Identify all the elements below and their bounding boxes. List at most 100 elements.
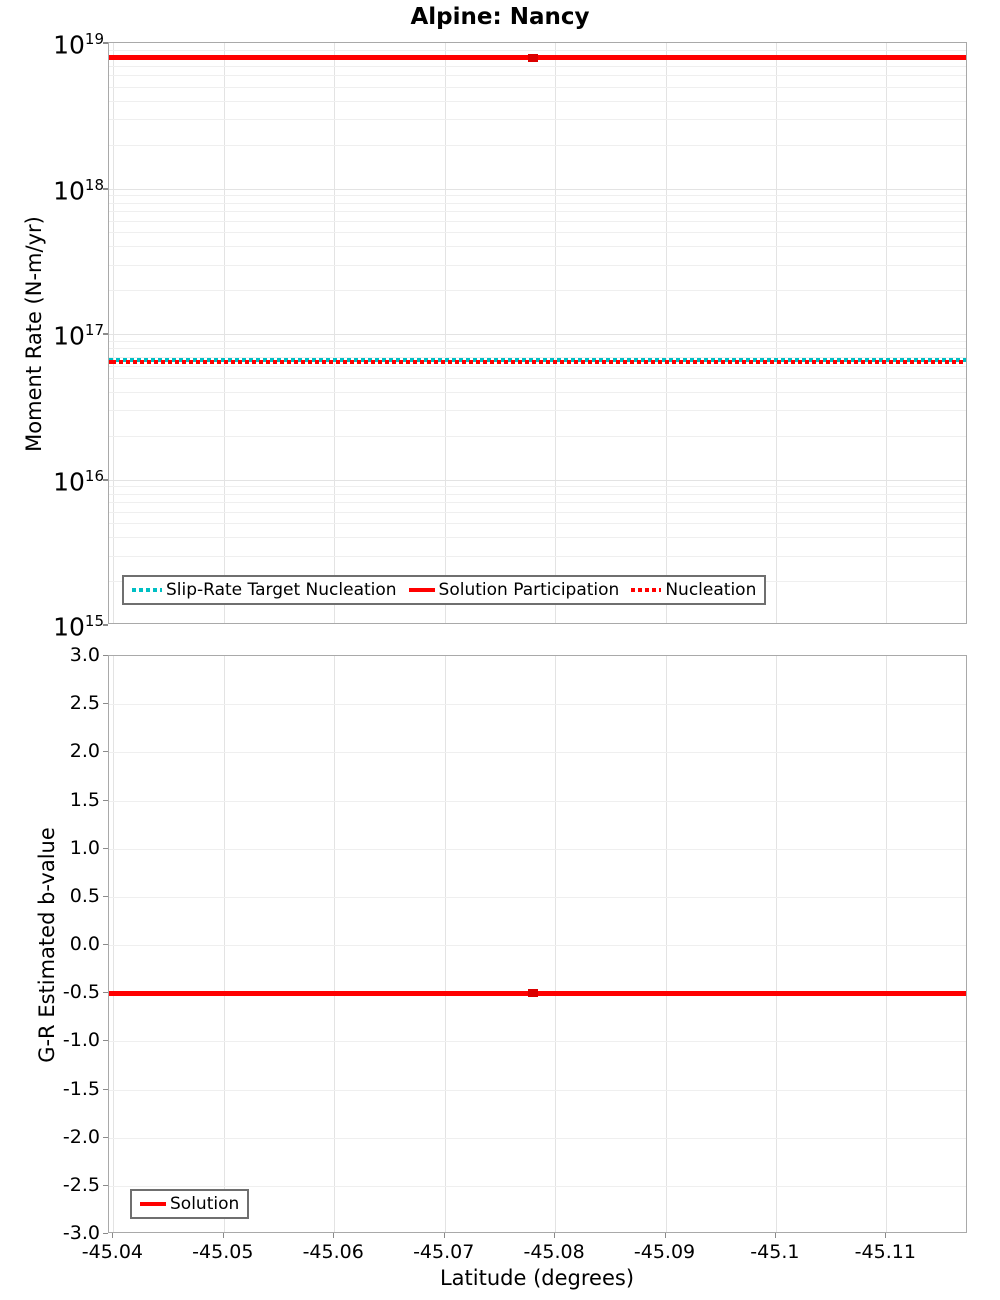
x-tick-label: -45.07: [413, 1241, 475, 1263]
log-minor-gridline: [109, 246, 966, 248]
log-tick-base: 10: [53, 321, 85, 351]
legend-dotted-line-sample: [132, 588, 162, 592]
y-tick-label: 1.0: [69, 836, 100, 859]
y-tick-label: -3.0: [62, 1222, 100, 1244]
vertical-gridline: [555, 656, 557, 1232]
x-axis-tick: [222, 1233, 224, 1238]
x-axis-tick: [554, 1233, 556, 1238]
horizontal-gridline: [109, 896, 966, 898]
legend-item: Solution: [140, 1194, 239, 1214]
horizontal-gridline: [109, 1137, 966, 1139]
y-axis-tick: [103, 1184, 108, 1186]
log-minor-gridline: [109, 493, 966, 495]
vertical-gridline: [775, 43, 777, 623]
log-minor-gridline: [109, 537, 966, 539]
y-tick-label: 0.0: [69, 933, 100, 955]
horizontal-gridline: [109, 1041, 966, 1043]
vertical-gridline: [886, 43, 888, 623]
y-axis-tick: [103, 1088, 108, 1090]
x-tick-label: -45.11: [854, 1241, 916, 1263]
y-tick-label: 1016: [4, 461, 104, 497]
y-tick-label: -1.0: [62, 1029, 100, 1052]
b-value-plot-area: [108, 655, 967, 1233]
x-tick-label: -45.08: [523, 1241, 585, 1263]
y-axis-tick: [103, 1040, 108, 1042]
log-minor-gridline: [109, 75, 966, 77]
x-tick-label: -45.05: [192, 1241, 254, 1263]
log-minor-gridline: [109, 100, 966, 102]
log-tick-exponent: 18: [84, 175, 104, 194]
data-point-marker: [528, 53, 538, 62]
data-point-marker: [528, 989, 538, 998]
y-tick-label: 1018: [4, 170, 104, 206]
log-minor-gridline: [109, 264, 966, 266]
horizontal-gridline: [109, 945, 966, 946]
legend-label: Solution: [170, 1194, 240, 1214]
log-minor-gridline: [109, 511, 966, 513]
x-axis-label-latitude: Latitude (degrees): [439, 1266, 635, 1290]
log-tick-base: 10: [53, 30, 85, 60]
vertical-gridline: [444, 656, 446, 1232]
log-major-gridline: [109, 334, 966, 335]
log-major-gridline: [109, 188, 966, 190]
log-minor-gridline: [109, 195, 966, 197]
log-minor-gridline: [109, 502, 966, 503]
chart-title: Alpine: Nancy: [410, 4, 590, 30]
y-tick-label: -0.5: [62, 981, 100, 1004]
log-minor-gridline: [109, 435, 966, 437]
horizontal-gridline: [109, 1185, 966, 1187]
log-minor-gridline: [109, 232, 966, 234]
log-tick-base: 10: [53, 175, 85, 205]
x-tick-label: -45.06: [302, 1241, 364, 1263]
y-axis-tick: [103, 478, 108, 481]
horizontal-gridline: [109, 704, 966, 706]
y-axis-tick: [103, 655, 108, 656]
legend-item: Slip-Rate Target Nucleation: [132, 580, 397, 600]
log-minor-gridline: [109, 377, 966, 379]
vertical-gridline: [886, 656, 888, 1232]
y-tick-label: -2.0: [62, 1125, 100, 1148]
moment-rate-plot-area: [108, 42, 967, 624]
horizontal-gridline: [109, 752, 966, 754]
log-tick-exponent: 15: [84, 612, 104, 630]
x-tick-label: -45.04: [81, 1241, 144, 1263]
vertical-gridline: [334, 656, 336, 1232]
x-tick-label: -45.09: [633, 1241, 696, 1263]
vertical-gridline: [334, 43, 336, 623]
vertical-gridline: [665, 656, 667, 1232]
y-tick-label: 1015: [4, 606, 104, 642]
log-tick-base: 10: [53, 466, 85, 496]
log-minor-gridline: [109, 49, 966, 51]
y-tick-label: 1019: [4, 24, 104, 60]
horizontal-gridline: [109, 1089, 966, 1091]
y-tick-label: -2.5: [62, 1173, 100, 1196]
log-minor-gridline: [109, 366, 966, 368]
y-axis-tick: [103, 42, 108, 44]
log-minor-gridline: [109, 144, 966, 146]
y-axis-tick: [103, 895, 108, 897]
legend-moment-rate: Slip-Rate Target Nucleation Solution Part…: [122, 575, 767, 605]
vertical-gridline: [444, 43, 446, 623]
y-tick-label: 3.0: [69, 644, 100, 666]
y-axis-tick: [103, 333, 108, 335]
y-axis-tick: [103, 751, 108, 753]
legend-solid-line-sample: [408, 588, 435, 592]
log-minor-gridline: [109, 486, 966, 488]
x-tick-label: -45.1: [750, 1241, 800, 1263]
y-axis-tick: [103, 799, 108, 801]
log-tick-base: 10: [53, 612, 85, 642]
y-axis-tick: [103, 1233, 108, 1234]
y-tick-label: 0.5: [69, 884, 100, 907]
log-tick-exponent: 17: [84, 321, 104, 339]
vertical-gridline: [665, 43, 667, 623]
vertical-gridline: [113, 43, 115, 623]
log-minor-gridline: [109, 119, 966, 121]
vertical-gridline: [223, 656, 225, 1232]
x-axis-tick: [885, 1233, 887, 1238]
legend-item: Solution Participation: [408, 580, 619, 600]
log-minor-gridline: [109, 348, 966, 350]
vertical-gridline: [775, 656, 777, 1232]
horizontal-gridline: [109, 800, 966, 802]
series-line-nucleation: [109, 360, 966, 365]
y-axis-tick: [103, 944, 108, 945]
